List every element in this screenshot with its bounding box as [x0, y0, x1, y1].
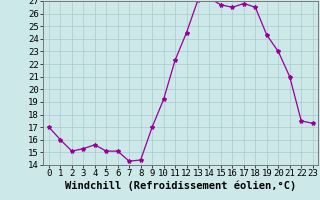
X-axis label: Windchill (Refroidissement éolien,°C): Windchill (Refroidissement éolien,°C)	[65, 181, 296, 191]
